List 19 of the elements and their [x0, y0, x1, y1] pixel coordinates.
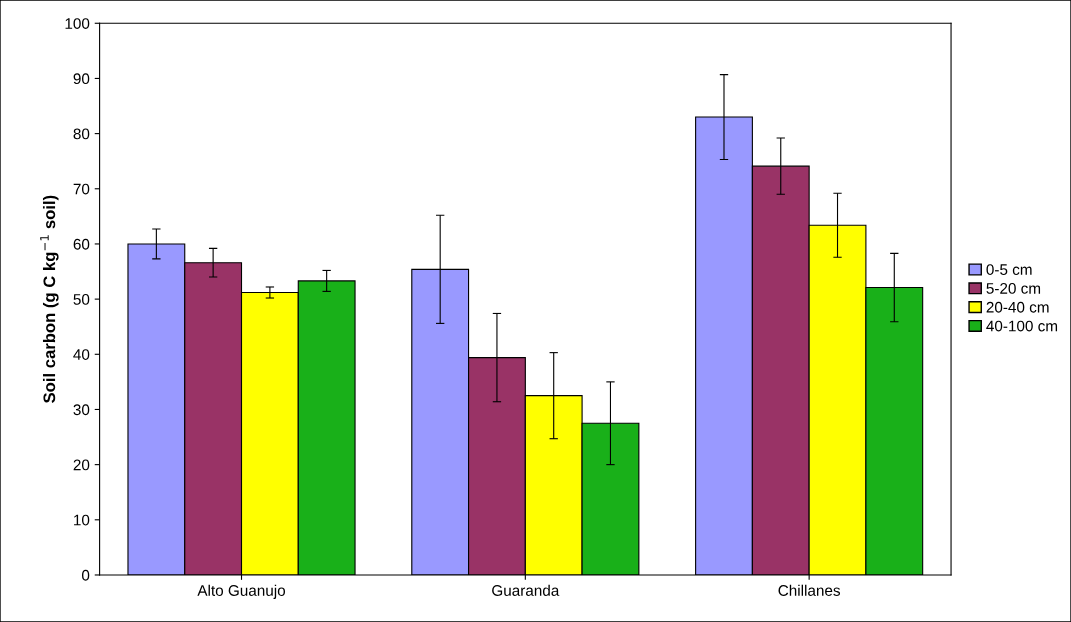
x-tick-label: Alto Guanujo [197, 584, 286, 599]
y-tick-label: 100 [65, 18, 90, 29]
y-tick-label: 30 [73, 404, 90, 416]
x-tick-label: Guaranda [492, 584, 560, 596]
x-tick-label: Chillanes [778, 584, 841, 596]
y-tick-label: 80 [73, 128, 90, 140]
y-tick-label: 0 [81, 569, 90, 581]
legend-label: 5-20 cm [986, 282, 1041, 294]
y-tick-label: 10 [74, 514, 90, 526]
y-tick-label: 50 [73, 293, 90, 305]
y-tick-label: 90 [73, 73, 90, 85]
y-tick-label: 20 [73, 459, 90, 471]
legend-label: 0-5 cm [986, 264, 1032, 275]
y-tick-label: 40 [73, 349, 90, 360]
y-tick-label: 70 [73, 183, 90, 195]
y-tick-label: 60 [73, 238, 90, 250]
y-axis-title: Soil carbon (g C kg$^{−1}$ soil) [40, 195, 59, 403]
legend-label: 20-40 cm [986, 301, 1049, 313]
legend-label: 40-100 cm [986, 320, 1058, 332]
